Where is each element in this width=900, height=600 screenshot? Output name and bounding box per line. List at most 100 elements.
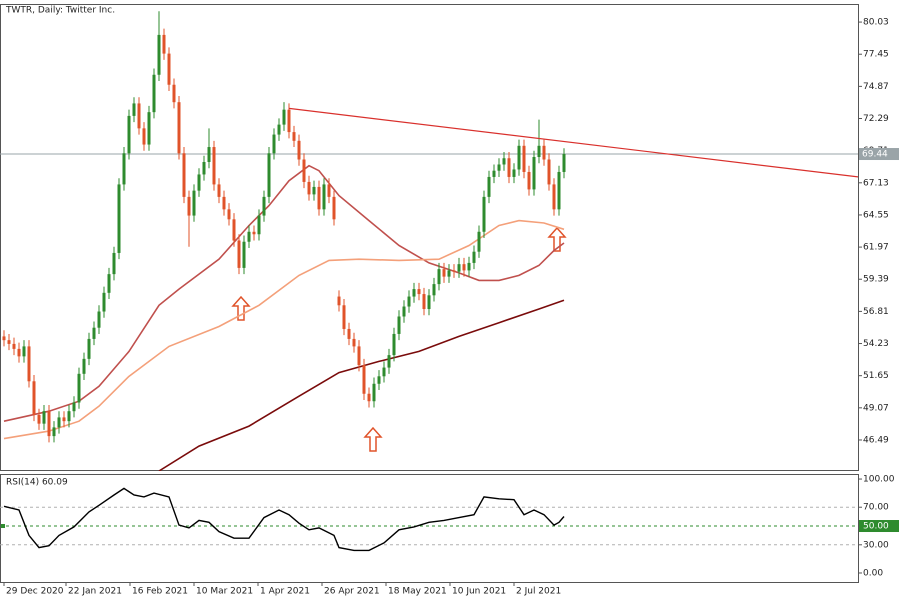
candle-body	[447, 270, 451, 277]
y-tick-label: 49.07	[863, 403, 889, 413]
candle-body	[512, 169, 516, 177]
trend-line	[288, 107, 858, 178]
candle-body	[392, 333, 396, 356]
x-tick-label: 10 Mar 2021	[196, 587, 253, 597]
candle-body	[467, 262, 471, 271]
candle-body	[182, 153, 186, 197]
candle-body	[32, 381, 36, 415]
x-tick-label: 22 Jan 2021	[68, 587, 122, 597]
candle-body	[472, 251, 476, 263]
candle-body	[262, 196, 266, 216]
rsi-y-tick-label: 100.00	[863, 475, 895, 485]
candle-body	[127, 115, 131, 154]
main-frame	[0, 4, 859, 471]
candle-body	[492, 170, 496, 177]
axes: 80.0377.4574.8772.2969.7167.1364.5561.97…	[1, 18, 899, 597]
x-tick-label: 2 Jul 2021	[516, 587, 561, 597]
candle-body	[122, 153, 126, 185]
candle-body	[47, 411, 51, 437]
candle-body	[27, 346, 31, 382]
candle-body	[497, 164, 501, 171]
candle-body	[2, 336, 6, 341]
candle-body	[537, 145, 541, 158]
candle-body	[357, 346, 361, 366]
candle-body	[197, 174, 201, 191]
candle-body	[292, 132, 296, 141]
y-tick-label: 46.49	[863, 435, 889, 445]
candle-body	[297, 140, 301, 160]
moving-average	[158, 299, 565, 471]
candle-body	[22, 346, 26, 357]
candle-body	[487, 176, 491, 197]
candle-body	[342, 305, 346, 329]
rsi-y-tick-label: 30.00	[863, 540, 889, 550]
candle-body	[252, 231, 256, 235]
candle-body	[387, 355, 391, 368]
candle-body	[72, 402, 76, 412]
moving-average	[3, 164, 565, 422]
candle-body	[217, 184, 221, 197]
price-plot	[0, 11, 858, 471]
y-tick-label: 54.23	[863, 339, 889, 349]
price-label-box	[859, 148, 899, 161]
candle-body	[457, 264, 461, 272]
x-tick-label: 1 Apr 2021	[260, 587, 310, 597]
candle-body	[417, 289, 421, 295]
candle-body	[277, 124, 281, 135]
up-arrow	[231, 295, 251, 321]
y-tick-label: 67.13	[863, 178, 889, 188]
candle-body	[97, 311, 101, 328]
candle-body	[412, 289, 416, 297]
y-tick-label: 51.65	[863, 371, 889, 381]
y-tick-label: 64.55	[863, 210, 889, 220]
x-tick-label: 10 Jun 2021	[452, 587, 506, 597]
candle-body	[42, 411, 46, 424]
y-tick-label: 61.97	[863, 243, 889, 253]
candle-body	[87, 338, 91, 359]
candle-body	[112, 252, 116, 275]
candle-body	[517, 145, 521, 170]
candle-body	[37, 414, 41, 424]
candle-body	[477, 231, 481, 252]
candle-body	[247, 231, 251, 242]
candle-body	[177, 102, 181, 154]
candle-body	[532, 157, 536, 190]
candle-body	[287, 109, 291, 133]
candle-body	[92, 327, 96, 339]
candle-body	[547, 159, 551, 185]
candle-body	[272, 134, 276, 154]
candle-body	[367, 393, 371, 402]
candle-body	[432, 284, 436, 296]
candle-body	[452, 270, 456, 272]
candle-body	[562, 154, 566, 172]
candle-body	[557, 171, 561, 210]
moving-average	[3, 219, 565, 440]
candle-body	[507, 158, 511, 177]
rsi-y-tick-label: 50.00	[863, 522, 889, 532]
candle-body	[482, 196, 486, 232]
rsi-mid-marker	[1, 524, 5, 529]
candle-body	[327, 184, 331, 197]
candle-body	[167, 53, 171, 85]
candle-body	[82, 358, 86, 374]
candle-body	[172, 84, 176, 103]
y-tick-label: 56.81	[863, 307, 889, 317]
y-tick-label: 74.87	[863, 82, 889, 92]
rsi-y-tick-label: 0.00	[863, 568, 883, 578]
candle-body	[422, 294, 426, 310]
rsi-mid-label-box	[859, 520, 899, 533]
candle-body	[157, 34, 161, 75]
candle-body	[377, 376, 381, 384]
candle-body	[152, 74, 156, 113]
rsi-y-tick-label: 70.00	[863, 503, 889, 513]
up-arrow	[547, 226, 567, 252]
candle-body	[202, 161, 206, 175]
candle-body	[462, 264, 466, 271]
candle-body	[522, 145, 526, 172]
candle-body	[302, 159, 306, 182]
candle-body	[62, 417, 66, 422]
candle-body	[7, 340, 11, 344]
candle-body	[137, 103, 141, 129]
y-tick-label: 80.03	[863, 18, 889, 28]
